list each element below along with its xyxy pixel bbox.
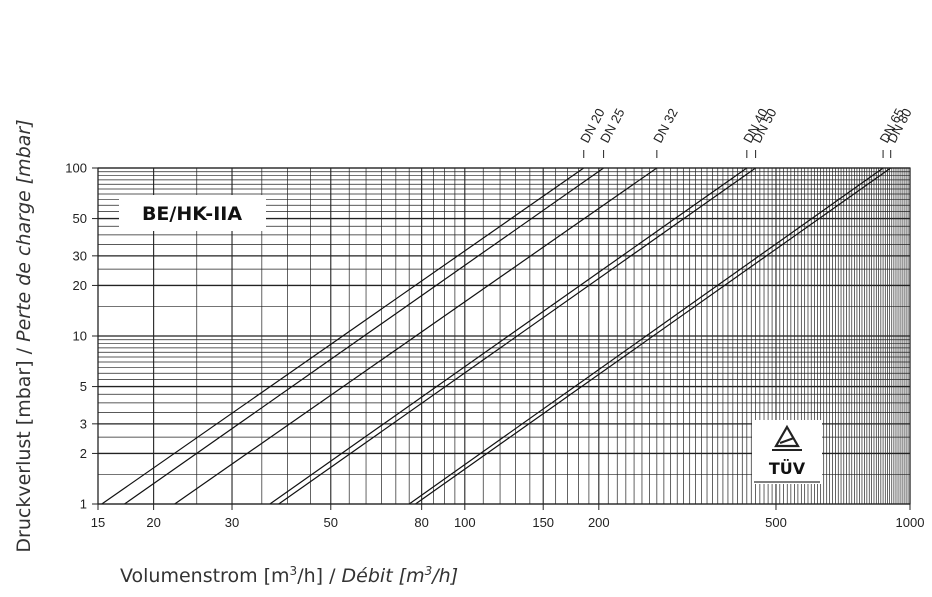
tuv-badge: TÜV [752,420,822,484]
y-tick-label: 2 [80,446,87,461]
series-line [278,167,756,505]
x-tick-label: 20 [146,515,160,530]
series-line [408,167,884,505]
x-tick-label: 80 [414,515,428,530]
x-tick-label: 50 [324,515,338,530]
y-tick-label: 5 [80,379,87,394]
x-tick-label: 15 [91,515,105,530]
x-tick-label: 200 [588,515,610,530]
model-label: BE/HK-IIA [142,203,242,225]
plot-frame [97,167,911,505]
x-tick-label: 150 [532,515,554,530]
series-line [269,167,748,505]
y-tick-label: 50 [73,211,87,226]
series-line [174,167,658,505]
model-label-box: BE/HK-IIA [119,195,266,231]
x-tick-label: 100 [454,515,476,530]
x-tick-label: 30 [225,515,239,530]
y-axis-title: Druckverlust [mbar] / Perte de charge [m… [13,119,35,552]
series-label: DN 32 [650,106,681,146]
x-axis-title: Volumenstrom [m3/h] / Débit [m3/h] [120,564,458,587]
grid [97,167,911,505]
series-line [124,167,604,505]
tick-labels: 15 20 30 50 80 100 150 200 500 1000 1 2 3 5 10 20 30 50 10… [65,161,924,531]
tuv-badge-text: TÜV [769,459,806,478]
series-line [101,167,585,505]
y-tick-label: 3 [80,416,87,431]
series-line [415,167,892,505]
y-tick-label: 1 [80,497,87,512]
y-tick-label: 20 [73,278,87,293]
tuv-triangle-icon [772,424,802,451]
y-tick-label: 10 [73,329,87,344]
series-lines [101,167,892,505]
x-tick-label: 500 [765,515,787,530]
y-tick-label: 30 [73,248,87,263]
x-tick-label: 1000 [896,515,925,530]
y-tick-label: 100 [65,161,87,176]
